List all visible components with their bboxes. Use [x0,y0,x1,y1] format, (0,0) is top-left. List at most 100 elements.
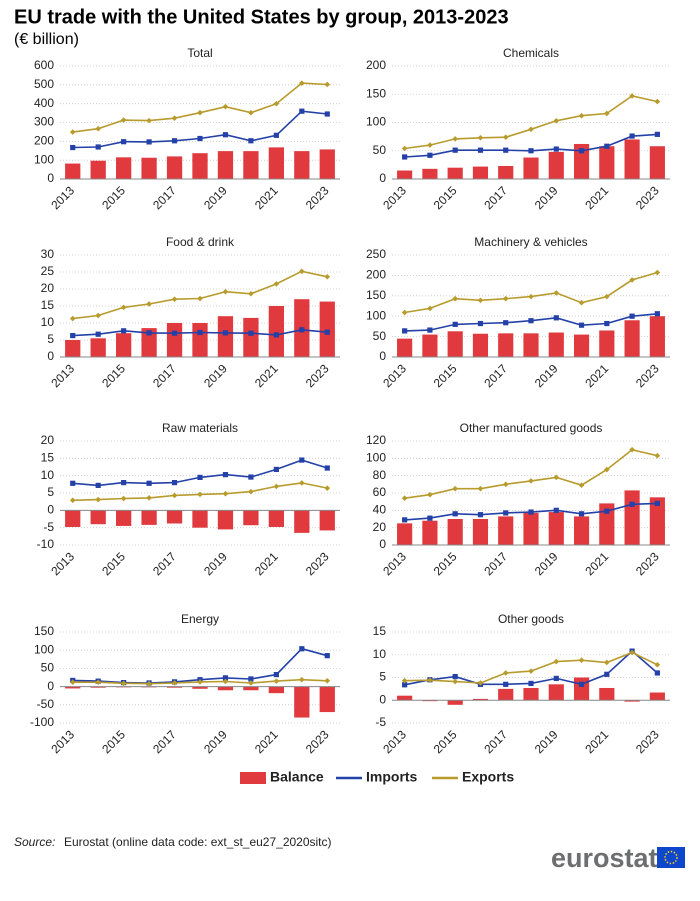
bar [599,687,615,701]
y-tick-label: 0 [47,679,54,693]
y-tick-label: 100 [34,152,54,166]
imports-marker [578,322,585,328]
exports-marker [120,117,127,123]
bar [548,332,564,357]
legend-label: Balance [270,769,324,785]
imports-marker [553,146,559,152]
panel-title: Other goods [498,612,564,626]
panel-title: Raw materials [162,421,238,435]
imports-marker [578,511,585,517]
x-tick-label: 2021 [252,549,281,578]
exports-marker [197,491,203,498]
exports-marker [120,495,127,502]
legend-label: Exports [462,769,514,785]
bar [523,333,539,357]
imports-marker [629,501,635,507]
y-tick-label: 30 [41,247,55,261]
source-text: Eurostat (online data code: ext_st_eu27_… [64,835,332,849]
legend-label: Imports [366,769,418,785]
bar [573,143,590,179]
exports-marker [146,117,152,124]
bar [523,157,539,179]
y-tick-label: 500 [34,77,54,91]
y-tick-label: 5 [47,332,54,346]
imports-line [404,133,658,158]
imports-marker [95,482,101,488]
imports-marker [324,465,330,471]
imports-marker [503,510,509,516]
bar [573,516,590,545]
exports-marker [553,474,560,481]
imports-marker [299,327,305,333]
bar [166,510,183,524]
x-tick-label: 2021 [252,727,281,756]
imports-marker [528,148,534,154]
imports-marker [604,143,610,149]
exports-marker [95,125,101,132]
y-tick-label: 15 [41,451,55,465]
x-tick-label: 2019 [201,549,230,578]
bar [422,334,438,357]
exports-marker [604,293,610,300]
bar [523,687,539,701]
exports-marker [654,98,661,105]
imports-marker [578,681,585,687]
exports-line [404,448,658,499]
x-tick-label: 2015 [99,183,128,212]
y-tick-label: 200 [34,134,54,148]
bar [472,698,489,701]
y-tick-label: 600 [34,58,54,72]
x-tick-label: 2013 [380,727,409,756]
x-tick-label: 2023 [303,549,332,578]
x-tick-label: 2021 [582,361,611,390]
exports-marker [69,497,76,504]
x-tick-label: 2019 [532,183,561,212]
y-tick-label: 10 [41,468,55,482]
bar [319,149,335,179]
x-tick-label: 2019 [532,361,561,390]
imports-marker [95,144,101,150]
x-tick-label: 2023 [303,361,332,390]
imports-marker [477,147,484,153]
x-tick-label: 2013 [380,361,409,390]
x-tick-label: 2021 [252,183,281,212]
bar [397,170,413,179]
exports-marker [120,680,127,687]
y-tick-label: 50 [41,661,55,675]
bar [397,338,413,357]
bar [649,316,665,357]
x-tick-label: 2015 [99,361,128,390]
x-tick-label: 2013 [48,549,77,578]
bar [548,512,564,545]
exports-marker [273,483,280,490]
bar [268,147,284,179]
bar [90,510,106,525]
exports-marker [553,290,560,296]
panel-title: Machinery & vehicles [474,235,587,249]
bar [599,330,615,357]
bar [319,686,335,713]
imports-marker [324,329,330,335]
bar [397,523,413,545]
x-tick-label: 2017 [481,361,510,390]
y-tick-label: -50 [37,697,55,711]
imports-marker [121,139,127,145]
exports-marker [604,659,610,666]
bar [624,700,640,702]
y-tick-label: 40 [373,503,387,517]
x-tick-label: 2017 [481,183,510,212]
imports-marker [452,147,458,153]
imports-marker [452,673,458,680]
imports-line [404,650,658,686]
exports-marker [427,677,433,684]
exports-marker [95,679,101,686]
bar [268,686,284,694]
bar [294,510,310,533]
exports-marker [171,296,178,302]
exports-marker [171,115,178,121]
x-tick-label: 2021 [582,183,611,212]
y-tick-label: 60 [373,485,387,499]
bar [573,334,590,357]
bar [523,512,539,545]
